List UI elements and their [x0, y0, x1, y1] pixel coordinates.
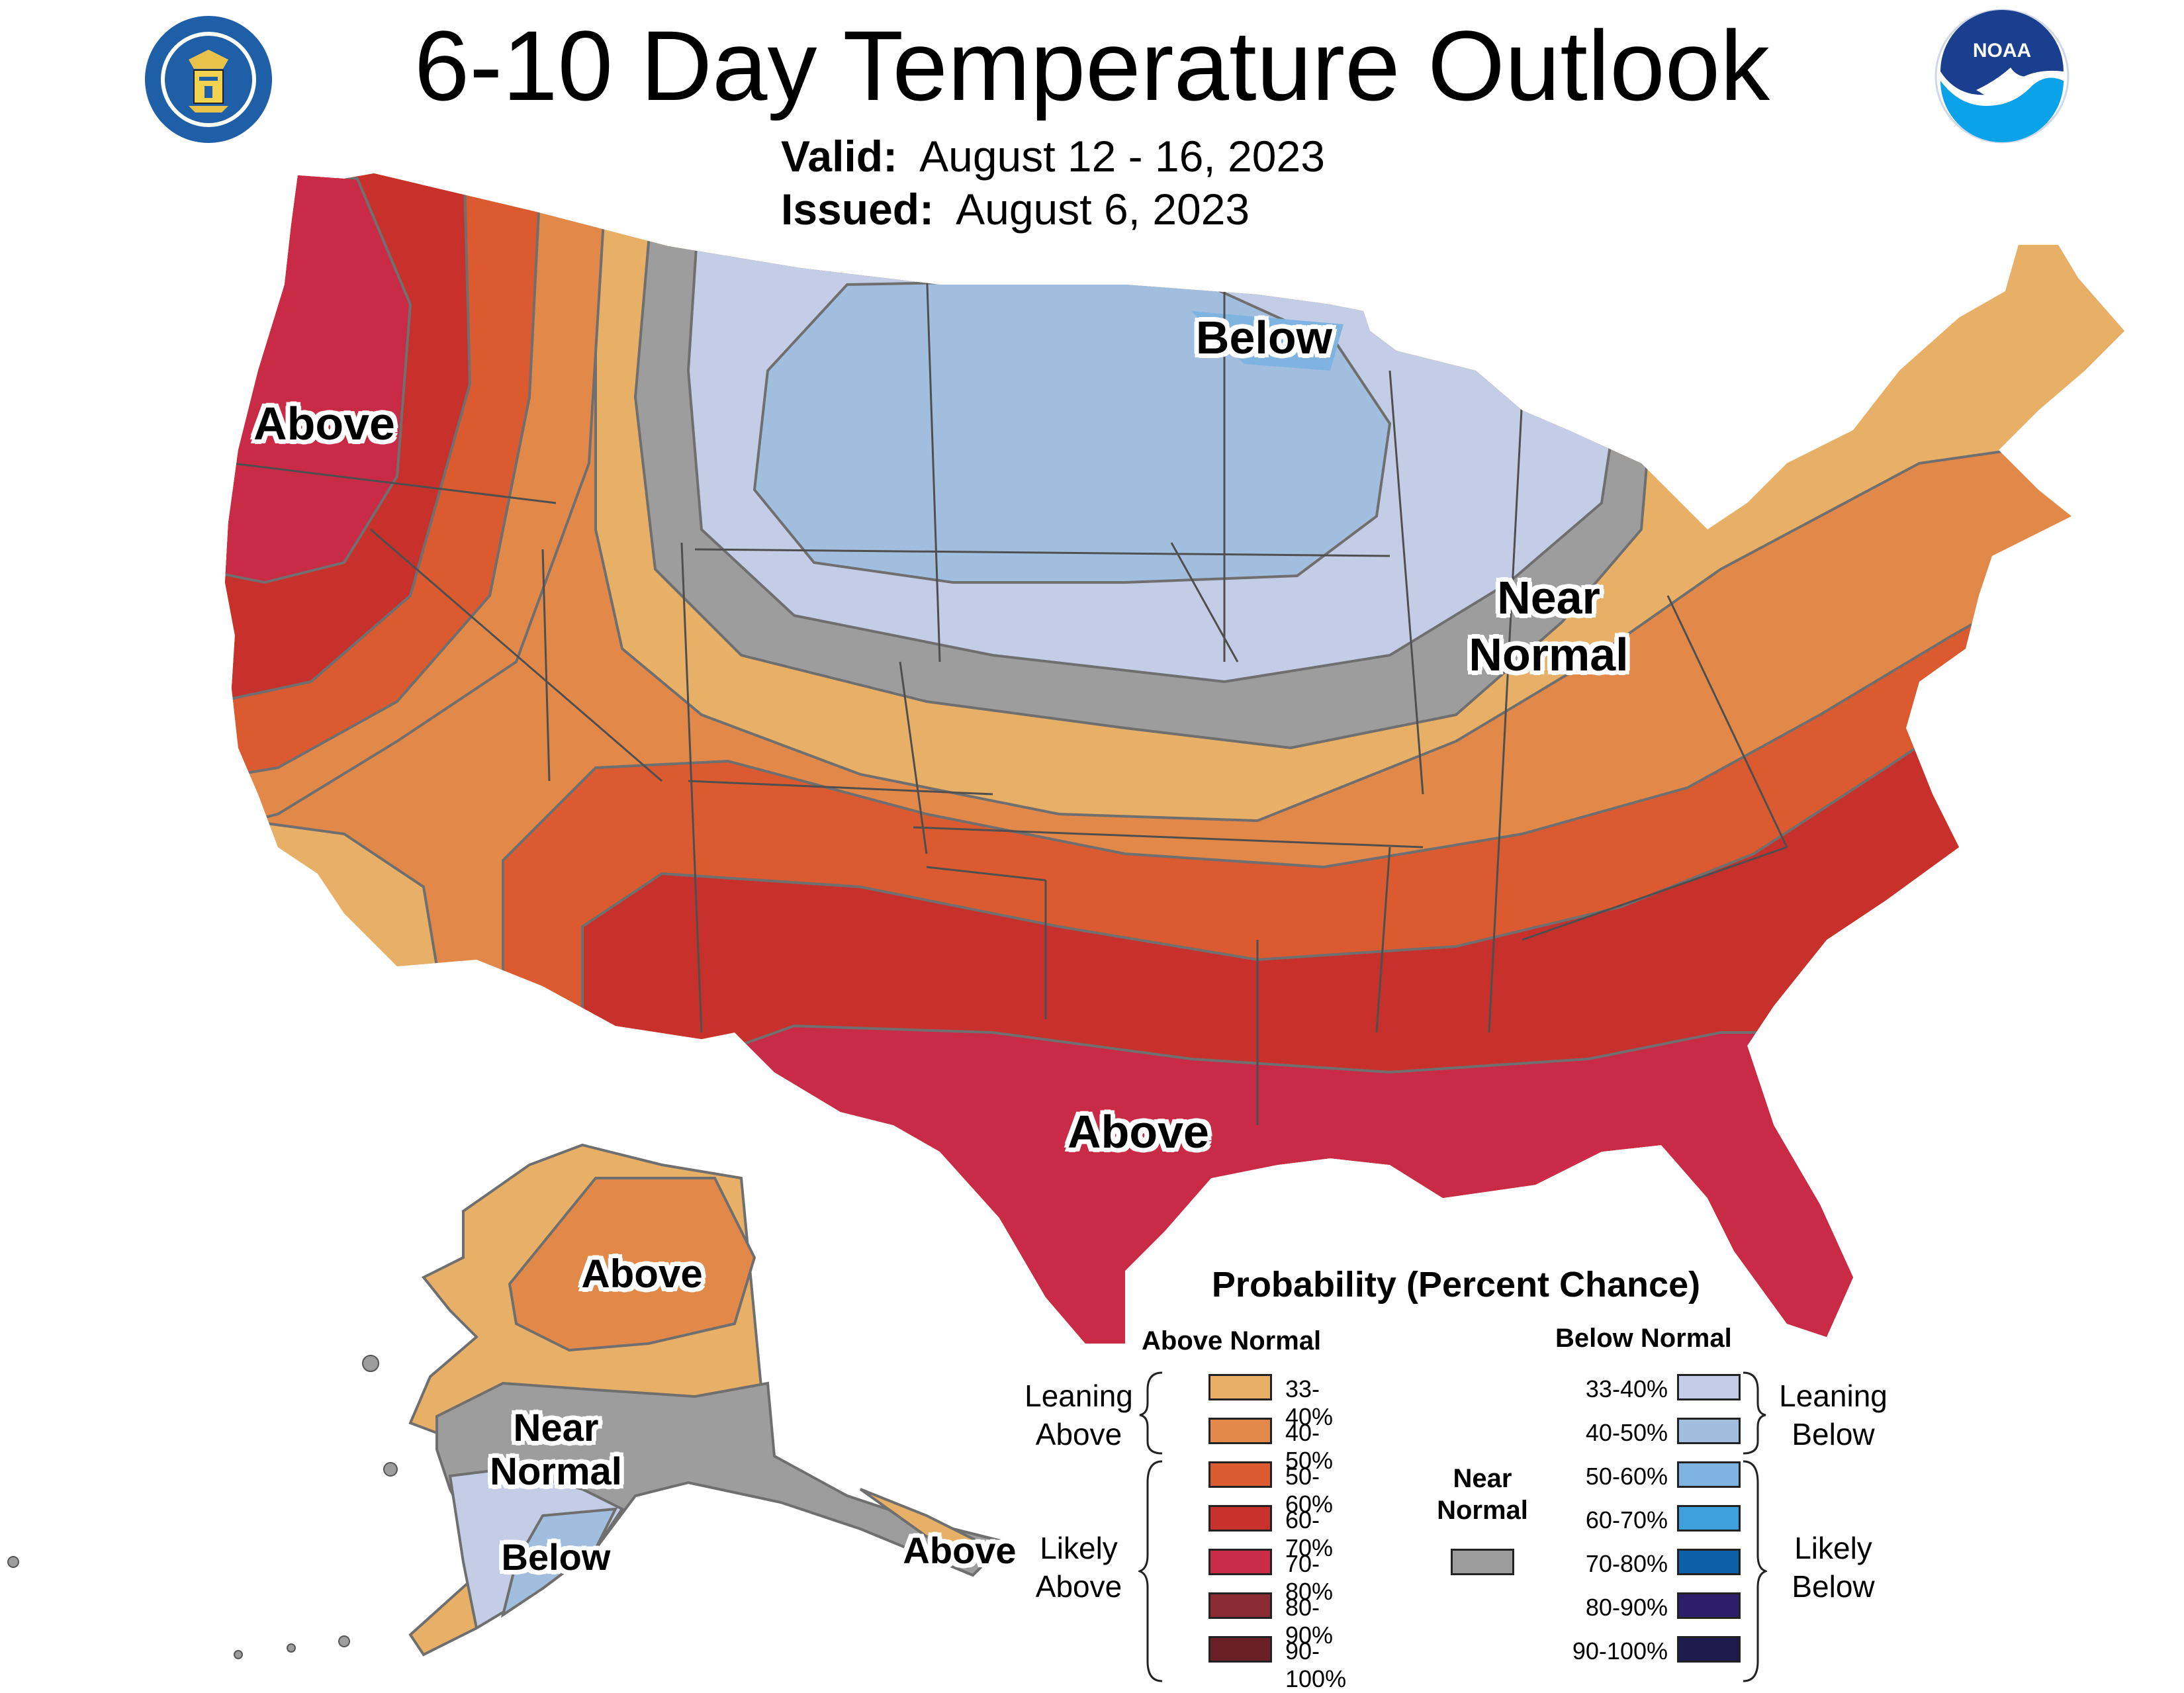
label-ak-se-above: Above — [903, 1530, 1017, 1571]
swatch-near-normal — [1451, 1549, 1514, 1575]
legend-likely-below-line1: Likely — [1794, 1531, 1872, 1565]
legend-likely-below: Likely Below — [1767, 1529, 1899, 1606]
label-below-33-40: 33-40% — [1585, 1375, 1668, 1402]
legend-leaning-below-line2: Below — [1792, 1417, 1875, 1451]
swatch-below-60-70 — [1677, 1505, 1741, 1532]
legend-below-header: Below Normal — [1555, 1324, 1732, 1353]
legend-likely-above-line1: Likely — [1040, 1531, 1118, 1565]
legend-above-header: Above Normal — [1142, 1326, 1322, 1355]
brace-below — [1743, 1371, 1767, 1682]
issued-date: August 6, 2023 — [956, 185, 1250, 234]
swatch-above-80-90 — [1208, 1592, 1272, 1619]
swatch-above-50-60 — [1208, 1461, 1272, 1488]
legend-likely-above-line2: Above — [1035, 1569, 1122, 1604]
label-lakes-near-normal: Near Normal — [1443, 569, 1655, 683]
label-below-50-60: 50-60% — [1585, 1463, 1668, 1490]
swatch-above-33-40 — [1208, 1374, 1272, 1400]
noaa-wordmark: NOAA — [1973, 40, 2031, 62]
label-above-33-40: 33-40% — [1285, 1375, 1334, 1430]
label-lakes-near: Near — [1497, 572, 1600, 623]
swatch-below-90-100 — [1677, 1636, 1741, 1663]
valid-line: Valid: August 12 - 16, 2023 — [781, 130, 1325, 183]
noaa-logo: NOAA — [1934, 9, 2070, 144]
swatch-above-70-80 — [1208, 1549, 1272, 1575]
label-above-80-90: 80-90% — [1285, 1594, 1334, 1649]
swatch-above-40-50 — [1208, 1418, 1272, 1444]
label-below-40-50: 40-50% — [1585, 1419, 1668, 1446]
page-title: 6-10 Day Temperature Outlook — [414, 10, 1770, 121]
valid-label: Valid: — [781, 132, 898, 181]
swatch-above-60-70 — [1208, 1505, 1272, 1532]
swatch-below-40-50 — [1677, 1418, 1741, 1444]
label-ak-normal: Normal — [490, 1450, 622, 1493]
legend-likely-below-line2: Below — [1792, 1569, 1875, 1604]
label-ak-above: Above — [581, 1252, 703, 1296]
legend-leaning-above-line1: Leaning — [1024, 1379, 1133, 1413]
issued-label: Issued: — [781, 185, 934, 234]
label-ak-near-normal: Near Normal — [463, 1406, 649, 1494]
label-south-above: Above — [1068, 1106, 1209, 1158]
legend-near-line2: Normal — [1437, 1496, 1528, 1525]
label-above-60-70: 60-70% — [1285, 1506, 1334, 1561]
swatch-above-90-100 — [1208, 1636, 1272, 1663]
label-above-70-80: 70-80% — [1285, 1550, 1334, 1605]
brace-above — [1138, 1371, 1163, 1682]
label-below-80-90: 80-90% — [1585, 1594, 1668, 1621]
label-below-90-100: 90-100% — [1572, 1637, 1668, 1665]
swatch-below-70-80 — [1677, 1549, 1741, 1575]
valid-dates: August 12 - 16, 2023 — [919, 132, 1325, 181]
label-above-90-100: 90-100% — [1285, 1637, 1347, 1692]
swatch-below-33-40 — [1677, 1374, 1741, 1400]
label-above-50-60: 50-60% — [1285, 1463, 1334, 1518]
legend-leaning-above: Leaning Above — [1013, 1377, 1145, 1453]
legend-title: Probability (Percent Chance) — [1211, 1265, 1701, 1304]
swatch-below-50-60 — [1677, 1461, 1741, 1488]
label-above-40-50: 40-50% — [1285, 1419, 1334, 1474]
commerce-seal-logo — [145, 16, 272, 143]
legend-leaning-below: Leaning Below — [1767, 1377, 1899, 1453]
legend-leaning-above-line2: Above — [1035, 1417, 1122, 1451]
issued-line: Issued: August 6, 2023 — [781, 183, 1250, 236]
legend-likely-above: Likely Above — [1013, 1529, 1145, 1606]
legend-near-header: Near Normal — [1416, 1463, 1549, 1526]
label-ak-below: Below — [501, 1536, 611, 1578]
label-ak-near: Near — [513, 1406, 599, 1449]
label-north-below: Below — [1195, 312, 1333, 363]
legend-near-line1: Near — [1453, 1464, 1512, 1493]
legend-leaning-below-line1: Leaning — [1779, 1379, 1888, 1413]
label-lakes-normal: Normal — [1469, 629, 1629, 680]
label-below-70-80: 70-80% — [1585, 1550, 1668, 1577]
label-west-above: Above — [253, 398, 395, 449]
label-below-60-70: 60-70% — [1585, 1506, 1668, 1533]
swatch-below-80-90 — [1677, 1592, 1741, 1619]
legend: Probability (Percent Chance) Above Norma… — [1013, 1264, 1899, 1692]
